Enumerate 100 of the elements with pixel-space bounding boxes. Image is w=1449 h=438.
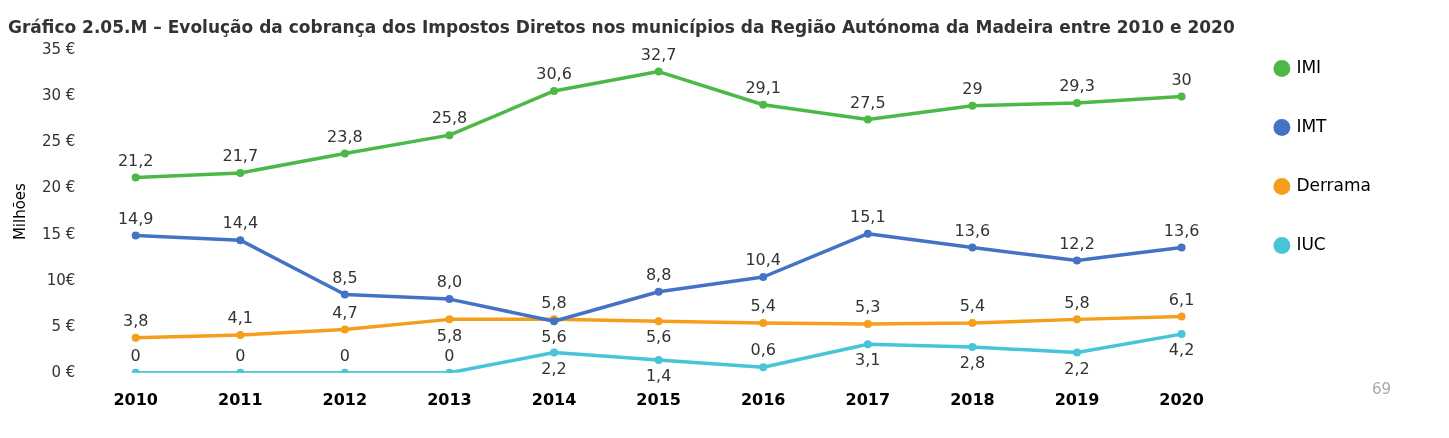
x-tick-label: 2013	[427, 389, 472, 409]
data-label: 4,7	[332, 302, 358, 322]
data-label: 0	[130, 345, 141, 365]
point	[236, 168, 245, 177]
point	[550, 348, 559, 357]
point	[654, 287, 663, 296]
y-tick-label: 35 €	[41, 40, 76, 59]
data-label: 29	[962, 78, 983, 98]
data-label: 6,1	[1168, 289, 1195, 309]
x-tick-label: 2010	[113, 389, 158, 409]
point	[968, 243, 977, 252]
legend-label: Derrama	[1296, 174, 1371, 195]
y-axis-title: Milhões	[10, 182, 29, 241]
data-label: 2,8	[959, 353, 986, 373]
data-label: 5,8	[436, 325, 463, 345]
data-label: 0	[444, 345, 455, 365]
point	[863, 229, 872, 238]
data-label: 5,4	[750, 296, 776, 316]
point	[1072, 315, 1081, 324]
x-tick-label: 2020	[1159, 389, 1204, 409]
y-tick-label: 10€	[46, 270, 76, 289]
x-tick-label: 2016	[740, 389, 786, 409]
x-tick-label: 2014	[531, 389, 577, 409]
data-label: 8,8	[645, 264, 672, 284]
point	[131, 333, 140, 342]
point	[654, 317, 663, 326]
data-label: 8,0	[436, 272, 463, 292]
x-tick-label: 2015	[636, 389, 681, 409]
point	[131, 173, 140, 182]
data-label: 32,7	[640, 44, 677, 64]
data-label: 3,1	[855, 350, 881, 370]
data-label: 13,6	[1163, 220, 1200, 240]
data-label: 1,4	[645, 366, 672, 386]
legend-label: IUC	[1296, 233, 1326, 254]
data-label: 12,2	[1059, 233, 1095, 253]
legend-label: IMI	[1296, 56, 1322, 77]
point	[445, 295, 454, 304]
point	[1072, 256, 1081, 265]
point	[863, 115, 872, 124]
data-label: 5,6	[541, 327, 567, 347]
x-tick-label: 2019	[1054, 389, 1100, 409]
point	[236, 331, 245, 340]
data-label: 3,8	[122, 310, 149, 330]
point	[1177, 330, 1186, 339]
data-label: 5,8	[541, 292, 567, 312]
data-label: 25,8	[431, 108, 468, 128]
y-tick-label: 30 €	[41, 86, 76, 105]
data-label: 5,3	[855, 297, 881, 317]
data-label: 13,6	[954, 220, 991, 240]
text: 69	[1371, 380, 1391, 398]
point	[863, 340, 872, 349]
data-label: 0	[235, 345, 246, 365]
point	[759, 100, 768, 109]
point	[340, 325, 349, 334]
x-tick-label: 2011	[218, 389, 263, 409]
point	[1072, 348, 1081, 357]
data-label: 4,2	[1168, 340, 1195, 360]
data-label: 30,6	[536, 64, 572, 84]
point	[1177, 312, 1186, 321]
data-label: 8,5	[332, 267, 358, 287]
data-label: 2,2	[1064, 358, 1090, 378]
y-tick-label: 15 €	[41, 224, 76, 243]
x-tick-label: 2012	[322, 389, 368, 409]
point	[131, 231, 140, 240]
point	[968, 101, 977, 110]
y-tick-label: 5 €	[51, 316, 76, 335]
y-tick-label: 0 €	[51, 362, 76, 381]
data-label: 5,4	[959, 296, 986, 316]
point	[654, 355, 663, 364]
point	[445, 131, 454, 140]
data-label: 5,8	[1064, 292, 1090, 312]
chart-title: Gráfico 2.05.M – Evolução da cobrança dos Impostos Diretos nos municípios da Região Autónoma da Madeira entre 2010 e 2020	[8, 16, 1235, 37]
point	[340, 149, 349, 158]
data-label: 29,1	[745, 77, 782, 97]
legend-label: IMT	[1296, 115, 1328, 136]
data-label: 21,2	[117, 150, 154, 170]
data-label: 21,7	[222, 146, 259, 166]
y-tick-label: 25 €	[41, 132, 76, 151]
data-label: 30	[1171, 69, 1192, 89]
point	[340, 290, 349, 299]
point	[1177, 243, 1186, 252]
point	[968, 343, 977, 352]
data-label: 5,6	[645, 327, 672, 347]
data-label: 23,8	[327, 126, 363, 146]
data-label: 4,1	[227, 308, 254, 328]
data-label: 0,6	[750, 340, 776, 360]
point	[968, 319, 977, 328]
point	[759, 319, 768, 328]
point	[1177, 92, 1186, 101]
data-label: 10,4	[745, 250, 782, 270]
data-label: 2,2	[541, 358, 567, 378]
point	[550, 86, 559, 95]
point	[654, 67, 663, 76]
x-tick-label: 2018	[950, 389, 995, 409]
point	[759, 273, 768, 281]
data-label: 15,1	[850, 206, 886, 226]
data-label: 0	[339, 345, 350, 365]
data-label: 14,4	[222, 213, 259, 233]
point	[1072, 98, 1081, 107]
point	[759, 363, 768, 372]
